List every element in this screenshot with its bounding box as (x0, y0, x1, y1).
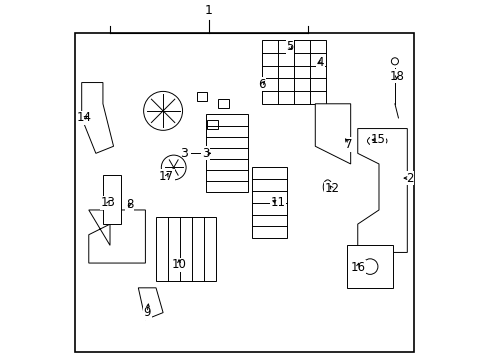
Bar (251, 167, 286, 238)
Text: 14: 14 (77, 112, 92, 125)
Polygon shape (156, 217, 216, 281)
Bar (218, 99, 228, 108)
Text: 4: 4 (316, 55, 324, 68)
Text: 9: 9 (143, 306, 151, 319)
Ellipse shape (367, 136, 386, 146)
Circle shape (161, 155, 186, 180)
Text: 3: 3 (180, 147, 188, 160)
Bar (196, 92, 207, 101)
Text: 12: 12 (324, 182, 339, 195)
Polygon shape (81, 82, 113, 153)
Text: 17: 17 (159, 170, 174, 183)
Text: 18: 18 (388, 70, 403, 83)
Text: 13: 13 (101, 197, 116, 210)
Text: 8: 8 (125, 198, 133, 211)
Circle shape (362, 259, 377, 274)
Text: 2: 2 (405, 172, 412, 185)
Text: 5: 5 (285, 40, 293, 53)
Polygon shape (262, 40, 325, 104)
Text: 3: 3 (202, 147, 209, 160)
Polygon shape (357, 129, 407, 252)
Text: 16: 16 (349, 261, 365, 274)
Circle shape (390, 58, 398, 65)
Text: 10: 10 (171, 258, 186, 271)
Circle shape (143, 91, 182, 130)
Polygon shape (346, 246, 392, 288)
Text: 11: 11 (270, 197, 285, 210)
Ellipse shape (323, 180, 331, 194)
Polygon shape (315, 104, 350, 164)
Bar (207, 121, 218, 129)
Text: 7: 7 (345, 138, 352, 151)
Text: 1: 1 (205, 4, 213, 17)
Polygon shape (89, 210, 145, 263)
Polygon shape (102, 175, 121, 224)
Text: 6: 6 (257, 78, 264, 91)
Polygon shape (138, 288, 163, 320)
Text: 15: 15 (370, 134, 385, 147)
Bar (205, 114, 247, 192)
